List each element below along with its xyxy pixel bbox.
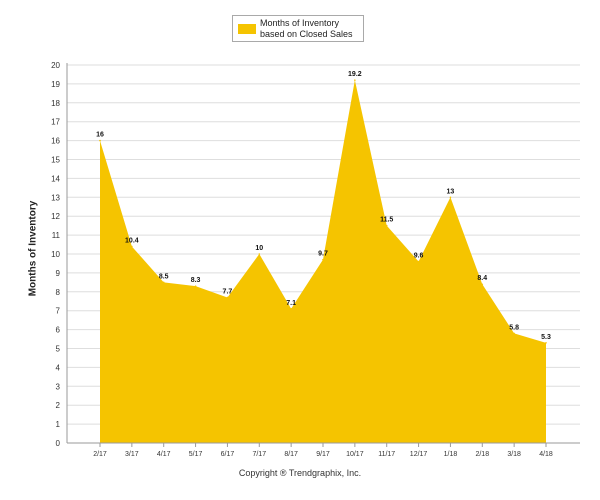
data-point xyxy=(513,332,515,335)
y-tick-label: 16 xyxy=(51,137,60,146)
y-tick-label: 6 xyxy=(56,326,61,335)
y-tick-label: 1 xyxy=(56,420,61,429)
data-label: 7.1 xyxy=(286,300,296,307)
y-tick-label: 7 xyxy=(56,307,61,316)
x-tick-label: 4/18 xyxy=(539,451,553,458)
y-tick-label: 3 xyxy=(56,382,61,391)
x-tick-label: 7/17 xyxy=(252,451,266,458)
y-tick-label: 19 xyxy=(51,80,60,89)
x-tick-label: 2/18 xyxy=(475,451,489,458)
data-label: 8.5 xyxy=(159,273,169,280)
data-label: 5.8 xyxy=(509,324,519,331)
x-tick-label: 3/17 xyxy=(125,451,139,458)
data-label: 10 xyxy=(255,245,263,252)
y-tick-label: 17 xyxy=(51,118,60,127)
y-tick-label: 18 xyxy=(51,99,60,108)
x-tick-label: 4/17 xyxy=(157,451,171,458)
y-tick-label: 4 xyxy=(56,363,61,372)
data-label: 8.4 xyxy=(477,275,487,282)
data-point xyxy=(481,283,484,286)
x-tick-label: 5/17 xyxy=(189,451,203,458)
y-tick-label: 12 xyxy=(51,212,60,221)
data-point xyxy=(162,281,165,284)
data-point xyxy=(545,342,547,344)
data-label: 11.5 xyxy=(380,217,393,224)
legend: Months of Inventory based on Closed Sale… xyxy=(232,15,364,42)
x-tick-label: 3/18 xyxy=(507,451,521,458)
data-point xyxy=(354,79,356,81)
data-label: 19.2 xyxy=(348,71,362,78)
x-tick-label: 6/17 xyxy=(221,451,235,458)
x-tick-label: 1/18 xyxy=(444,451,458,458)
x-tick-label: 12/17 xyxy=(410,451,428,458)
data-point xyxy=(131,245,133,248)
x-tick-label: 10/17 xyxy=(346,451,364,458)
data-label: 9.7 xyxy=(318,251,328,258)
legend-label: Months of Inventory based on Closed Sale… xyxy=(260,18,353,39)
data-label: 9.6 xyxy=(414,253,424,260)
y-tick-label: 5 xyxy=(56,345,61,354)
data-point xyxy=(449,196,452,199)
data-point xyxy=(385,224,388,227)
data-point xyxy=(258,253,261,255)
data-point xyxy=(194,285,197,287)
data-label: 5.3 xyxy=(541,334,551,341)
x-tick-label: 8/17 xyxy=(284,451,298,458)
data-label: 7.7 xyxy=(223,288,233,295)
y-tick-label: 0 xyxy=(56,439,61,448)
copyright-text: Copyright ® Trendgraphix, Inc. xyxy=(238,468,362,478)
y-tick-label: 15 xyxy=(51,156,60,165)
data-label: 16 xyxy=(96,132,104,139)
legend-swatch xyxy=(238,24,256,34)
x-tick-label: 11/17 xyxy=(378,451,395,458)
data-label: 8.3 xyxy=(191,277,201,284)
y-tick-label: 10 xyxy=(51,250,60,259)
y-tick-label: 20 xyxy=(51,61,60,70)
data-label: 13 xyxy=(447,188,455,195)
y-tick-label: 13 xyxy=(51,193,60,202)
data-point xyxy=(99,139,101,142)
y-tick-label: 8 xyxy=(56,288,61,297)
y-tick-label: 14 xyxy=(51,174,60,183)
x-tick-label: 2/17 xyxy=(93,451,107,458)
series-area xyxy=(100,80,546,444)
y-tick-label: 2 xyxy=(56,401,61,410)
data-point xyxy=(226,296,229,299)
y-tick-label: 9 xyxy=(56,269,61,278)
data-point xyxy=(290,308,292,310)
x-tick-label: 9/17 xyxy=(316,451,330,458)
y-tick-label: 11 xyxy=(52,231,61,240)
y-axis-title: Months of Inventory xyxy=(27,200,39,297)
data-point xyxy=(322,258,324,261)
data-point xyxy=(417,260,420,263)
data-label: 10.4 xyxy=(125,237,139,244)
